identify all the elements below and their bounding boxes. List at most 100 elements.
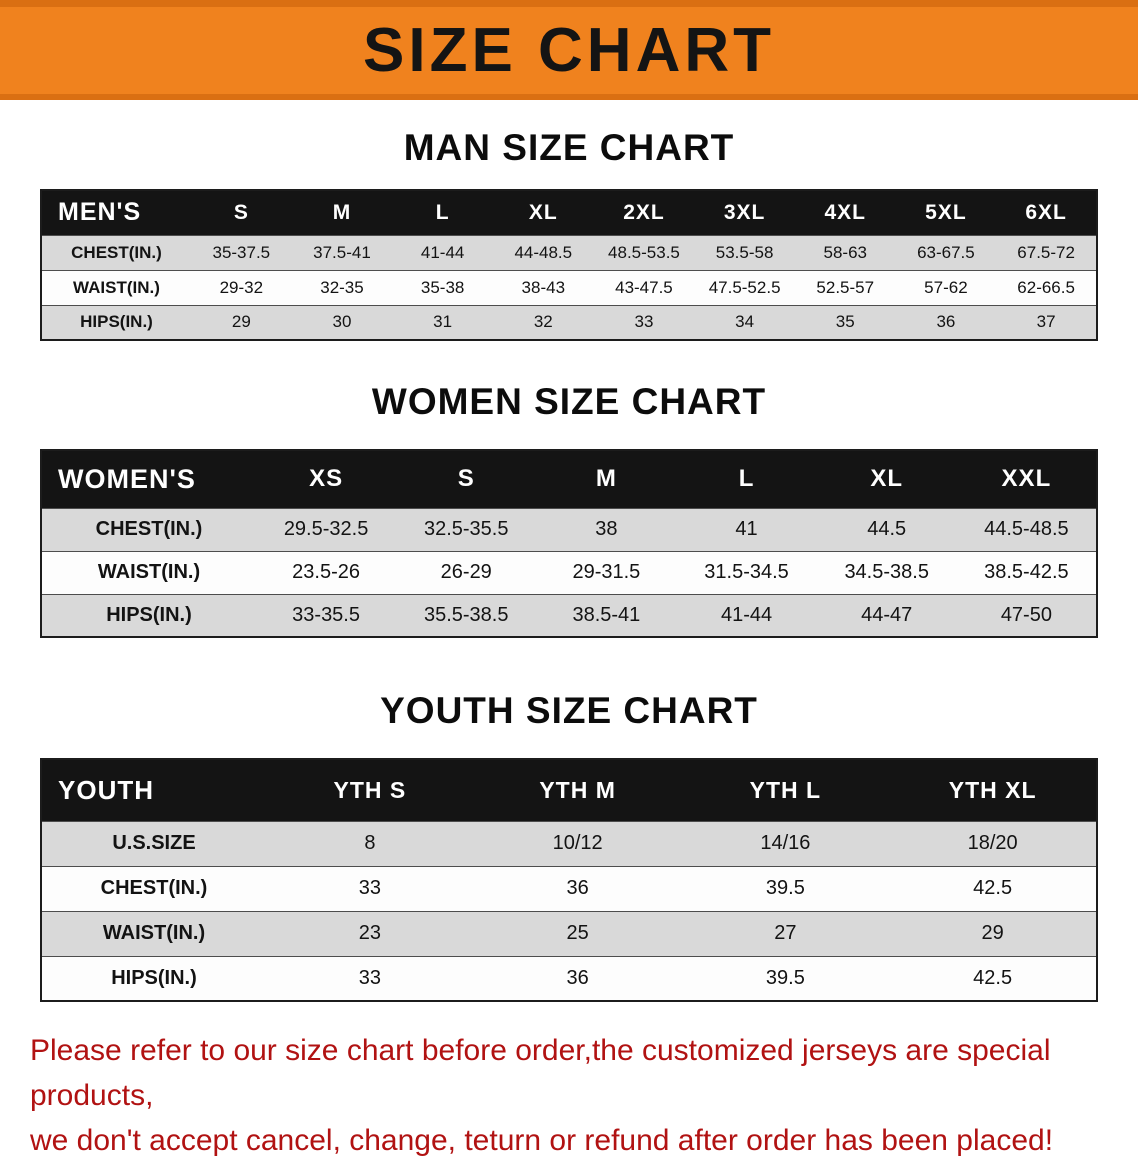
size-value: 63-67.5 [895,234,997,270]
size-value: 41-44 [676,593,817,637]
size-value: 38 [536,507,677,551]
size-column-header: YTH M [473,759,682,821]
section-heading-man: MAN SIZE CHART [403,127,735,168]
table-row: CHEST(IN.) 35-37.5 37.5-41 41-44 44-48.5 48.5… [41,234,1097,270]
banner-title: SIZE CHART [363,16,775,85]
section-heading-women: WOMEN SIZE CHART [371,381,767,422]
size-value: 44.5 [816,507,957,551]
size-value: 41-44 [392,234,493,270]
size-value: 31.5-34.5 [676,550,817,594]
size-value: 8 [266,820,474,866]
youth-size-table: YOUTH YTH S YTH M YTH L YTH XL U.S.SIZE 8 10/1… [40,758,1098,1002]
size-value: 29-31.5 [536,550,677,594]
women-size-table-header: WOMEN'S XS S M L XL XXL [41,450,1097,508]
women-size-table: WOMEN'S XS S M L XL XXL CHEST(IN.) 29.5-32.5 32.… [40,449,1098,638]
size-value: 48.5-53.5 [593,234,695,270]
disclaimer-text: Please refer to our size chart before or… [30,1028,1138,1163]
row-label: WAIST(IN.) [41,269,191,305]
size-column-header: M [536,450,677,508]
size-value: 35 [794,304,896,340]
size-value: 32-35 [291,269,393,305]
size-value: 36 [473,865,682,911]
youth-size-table-body: U.S.SIZE 8 10/12 14/16 18/20 CHEST(IN.) 33 36 39… [41,820,1097,1001]
size-column-header: L [392,190,493,235]
size-value: 52.5-57 [794,269,896,305]
size-value: 38.5-41 [536,593,677,637]
row-label: WAIST(IN.) [41,550,256,594]
row-label: WAIST(IN.) [41,910,266,956]
disclaimer-line-1: Please refer to our size chart before or… [30,1034,1051,1112]
size-value: 62-66.5 [996,269,1097,305]
table-row: CHEST(IN.) 29.5-32.5 32.5-35.5 38 41 44.5 44.5… [41,507,1097,551]
row-label: HIPS(IN.) [41,304,191,340]
size-chart-banner: SIZE CHART [0,0,1138,100]
size-value: 44-48.5 [492,234,594,270]
size-column-header: S [191,190,292,235]
size-value: 30 [291,304,393,340]
size-value: 33-35.5 [256,593,397,637]
size-value: 67.5-72 [996,234,1097,270]
size-value: 33 [266,865,474,911]
size-value: 29 [191,304,292,340]
size-value: 23 [266,910,474,956]
men-size-table: MEN'S S M L XL 2XL 3XL 4XL 5XL 6XL CHEST(IN.) 35-3… [40,189,1098,341]
row-label: HIPS(IN.) [41,593,256,637]
size-value: 39.5 [681,865,890,911]
table-corner-label: WOMEN'S [41,450,256,508]
size-column-header: S [396,450,537,508]
table-row: HIPS(IN.) 29 30 31 32 33 34 35 36 37 [41,304,1097,340]
table-corner-label: MEN'S [41,190,191,235]
size-value: 37.5-41 [291,234,393,270]
size-value: 35-38 [392,269,493,305]
size-value: 39.5 [681,955,890,1001]
size-column-header: 4XL [794,190,896,235]
size-value: 33 [593,304,695,340]
row-label: HIPS(IN.) [41,955,266,1001]
size-column-header: XS [256,450,397,508]
men-size-table-body: CHEST(IN.) 35-37.5 37.5-41 41-44 44-48.5 48.5… [41,234,1097,340]
size-value: 38.5-42.5 [956,550,1097,594]
row-label: U.S.SIZE [41,820,266,866]
size-value: 31 [392,304,493,340]
size-value: 23.5-26 [256,550,397,594]
table-row: HIPS(IN.) 33-35.5 35.5-38.5 38.5-41 41-44 44-… [41,593,1097,637]
table-row: HIPS(IN.) 33 36 39.5 42.5 [41,955,1097,1001]
section-heading-youth: YOUTH SIZE CHART [380,690,758,731]
youth-size-table-header: YOUTH YTH S YTH M YTH L YTH XL [41,759,1097,821]
size-column-header: YTH XL [889,759,1097,821]
size-value: 33 [266,955,474,1001]
table-row: CHEST(IN.) 33 36 39.5 42.5 [41,865,1097,911]
size-column-header: 3XL [694,190,795,235]
size-value: 34 [694,304,795,340]
size-value: 36 [895,304,997,340]
size-value: 53.5-58 [694,234,795,270]
men-size-table-header: MEN'S S M L XL 2XL 3XL 4XL 5XL 6XL [41,190,1097,235]
size-column-header: 2XL [593,190,695,235]
size-value: 29.5-32.5 [256,507,397,551]
disclaimer-line-2: we don't accept cancel, change, teturn o… [30,1124,1054,1157]
size-column-header: L [676,450,817,508]
size-value: 43-47.5 [593,269,695,305]
size-value: 47-50 [956,593,1097,637]
size-value: 32.5-35.5 [396,507,537,551]
table-row: WAIST(IN.) 23.5-26 26-29 29-31.5 31.5-34.5 34… [41,550,1097,594]
size-value: 44.5-48.5 [956,507,1097,551]
size-value: 44-47 [816,593,957,637]
size-value: 14/16 [681,820,890,866]
size-value: 37 [996,304,1097,340]
size-column-header: M [291,190,393,235]
size-value: 32 [492,304,594,340]
size-value: 57-62 [895,269,997,305]
size-value: 10/12 [473,820,682,866]
size-column-header: XL [492,190,594,235]
size-column-header: XL [816,450,957,508]
size-value: 26-29 [396,550,537,594]
size-value: 27 [681,910,890,956]
header-row: MEN'S S M L XL 2XL 3XL 4XL 5XL 6XL [41,190,1097,235]
row-label: CHEST(IN.) [41,865,266,911]
size-value: 34.5-38.5 [816,550,957,594]
size-value: 35-37.5 [191,234,292,270]
table-row: U.S.SIZE 8 10/12 14/16 18/20 [41,820,1097,866]
table-corner-label: YOUTH [41,759,266,821]
size-column-header: YTH S [266,759,474,821]
